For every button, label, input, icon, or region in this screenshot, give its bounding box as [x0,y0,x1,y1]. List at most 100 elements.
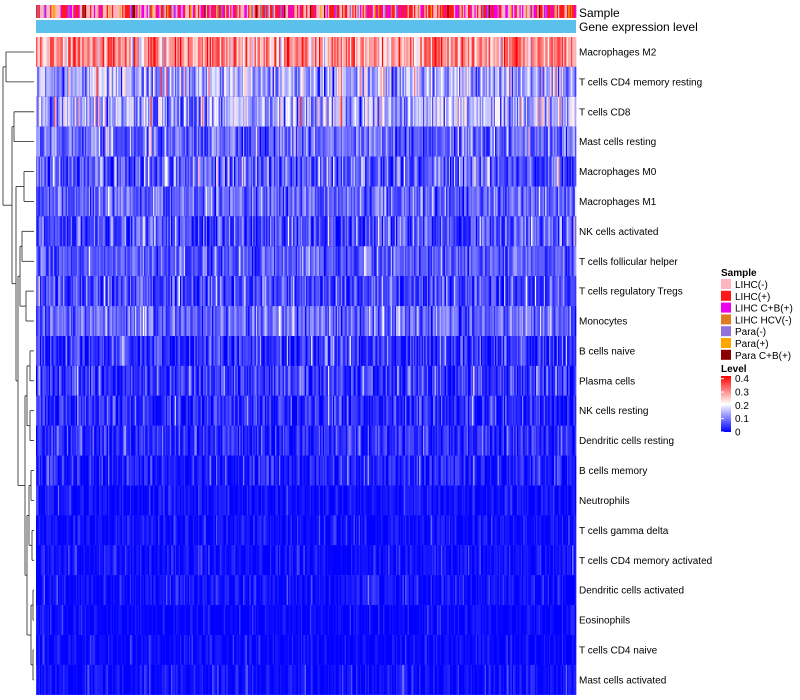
heatmap-cell [291,306,294,336]
heatmap-cell [36,336,38,366]
heatmap-cell [146,365,149,396]
heatmap-cell [115,156,118,187]
heatmap-cell [356,96,358,127]
heatmap-cell [342,246,344,277]
heatmap-cell [128,365,131,396]
heatmap-cell [464,186,466,217]
heatmap-cell [460,96,462,127]
heatmap-cell [397,156,399,187]
heatmap-cell [158,216,160,247]
heatmap-cell [466,126,469,157]
heatmap-cell [52,37,55,67]
heatmap-cell [504,37,506,67]
heatmap-cell [336,126,339,157]
heatmap-cell [524,276,527,307]
heatmap-cell [447,276,450,307]
heatmap-cell [275,96,277,127]
heatmap-cell [164,96,167,127]
heatmap-cell [240,186,243,217]
heatmap-cell [563,186,565,217]
heatmap-cell [36,276,38,307]
heatmap-cell [475,156,478,187]
heatmap-cell [56,66,59,97]
heatmap-cell [367,66,370,97]
heatmap-cell [412,306,415,336]
heatmap-cell [362,37,365,67]
heatmap-cell [361,96,363,127]
heatmap-cell [237,156,240,187]
heatmap-cell [300,126,303,157]
heatmap-cell [88,126,91,157]
heatmap-cell [48,156,51,187]
heatmap-cell [222,126,225,157]
heatmap-cell [73,246,75,277]
heatmap-cell [420,156,423,187]
heatmap-cell [227,66,230,97]
heatmap-cell [461,276,464,307]
heatmap-cell [56,216,59,247]
heatmap-cell [50,336,52,366]
heatmap-cell [216,216,218,247]
heatmap-cell [214,246,217,277]
heatmap-cell [264,126,267,157]
heatmap-cell [540,156,542,187]
heatmap-cell [59,66,61,97]
heatmap-cell [407,96,410,127]
heatmap-cell [142,276,145,307]
heatmap-cell [542,186,545,217]
heatmap-cell [248,96,250,127]
heatmap-cell [271,276,273,307]
heatmap-cell [114,365,117,396]
heatmap-cell [313,336,316,366]
heatmap-cell [429,186,432,217]
heatmap-cell [461,156,464,187]
heatmap-cell [141,126,144,157]
heatmap-cell [155,126,158,157]
heatmap-cell [327,276,330,307]
heatmap-cell [105,306,108,336]
heatmap-cell [138,37,141,67]
heatmap-cell [330,306,333,336]
heatmap-cell [349,216,352,247]
heatmap-cell [258,156,261,187]
heatmap-cell [375,306,378,336]
heatmap-cell [171,186,173,217]
heatmap-cell [135,66,137,97]
heatmap-cell [473,66,475,97]
heatmap-cell [321,96,324,127]
heatmap-cell [438,37,441,67]
heatmap-cell [216,96,218,127]
heatmap-cell [114,186,117,217]
heatmap-cell [538,336,541,366]
heatmap-cell [344,37,347,67]
heatmap-cell [288,96,290,127]
heatmap-cell [190,156,192,187]
heatmap-cell [136,156,138,187]
heatmap-cell [558,306,560,336]
heatmap-cell [239,126,241,157]
heatmap-cell [516,66,519,97]
heatmap-cell [371,306,374,336]
heatmap-cell [226,66,228,97]
heatmap-cell [81,365,83,396]
heatmap-cell [569,156,572,187]
heatmap-cell [245,126,248,157]
heatmap-cell [268,216,271,247]
heatmap-cell [453,246,456,277]
heatmap-cell [479,246,482,277]
heatmap-cell [281,37,284,67]
heatmap-cell [199,336,201,366]
heatmap-cell [345,96,348,127]
heatmap-cell [405,126,407,157]
heatmap-cell [131,365,133,396]
heatmap-cell [189,336,191,366]
heatmap-cell [82,306,84,336]
heatmap-cell [351,336,353,366]
heatmap-cell [505,276,507,307]
heatmap-cell [46,336,48,366]
heatmap-cell [63,37,65,67]
heatmap-cell [488,186,491,217]
heatmap-cell [550,156,552,187]
heatmap-cell [232,365,235,396]
heatmap-cell [120,336,123,366]
